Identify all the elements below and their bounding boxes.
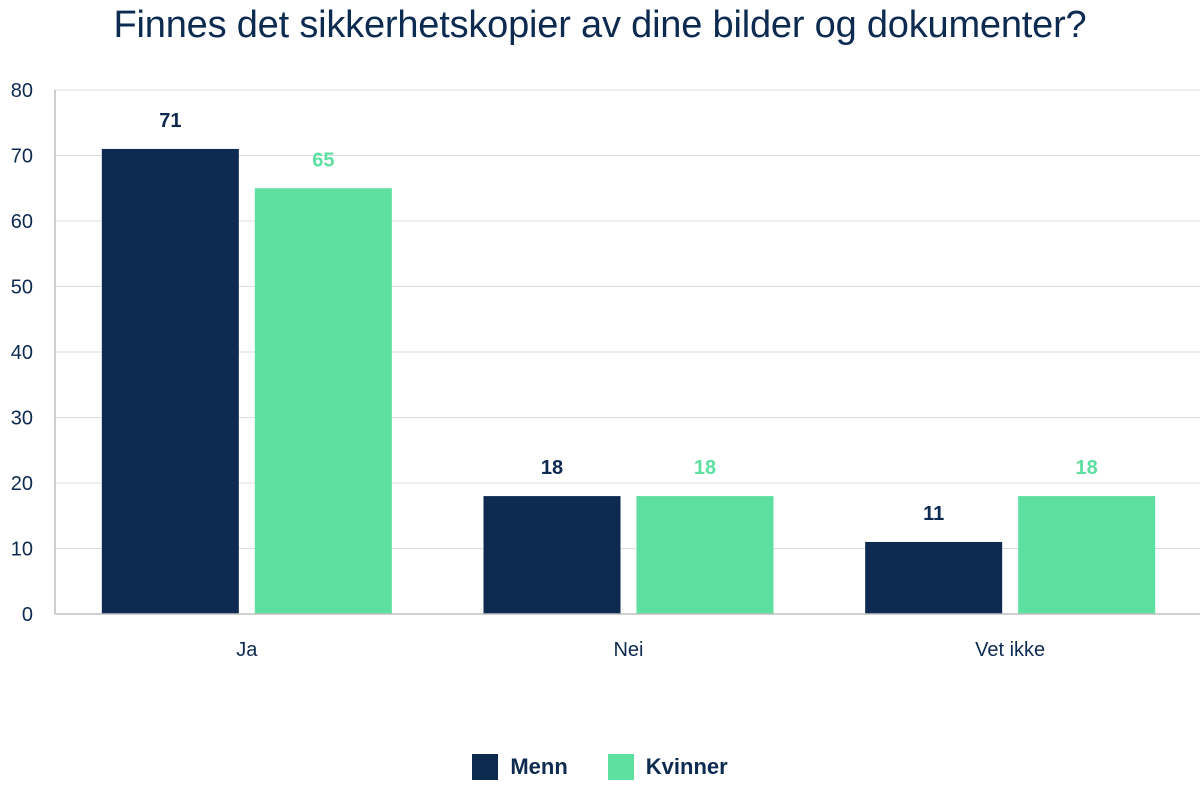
y-tick-label: 50 bbox=[11, 277, 33, 299]
legend: Menn Kvinner bbox=[0, 754, 1200, 780]
bars bbox=[101, 148, 1156, 614]
legend-item-menn: Menn bbox=[472, 754, 568, 780]
bar-menn-vet-ikke bbox=[865, 541, 1003, 614]
x-category-label: Nei bbox=[613, 639, 643, 661]
data-label-kvinner-ja: 65 bbox=[312, 149, 334, 171]
legend-swatch-kvinner bbox=[607, 754, 634, 780]
y-tick-label: 10 bbox=[11, 539, 33, 561]
bar-menn-nei bbox=[483, 496, 621, 614]
data-label-menn-nei: 18 bbox=[541, 457, 563, 479]
y-tick-label: 30 bbox=[11, 408, 33, 430]
data-label-kvinner-vet-ikke: 18 bbox=[1076, 457, 1098, 479]
gridlines bbox=[55, 89, 1200, 549]
chart-title: Finnes det sikkerhetskopier av dine bild… bbox=[113, 4, 1087, 46]
data-labels: 71 65 18 18 11 18 bbox=[159, 110, 1098, 525]
axes: 0 10 20 30 40 50 60 70 80 Ja Nei Vet ikke bbox=[11, 80, 1200, 661]
bar-kvinner-ja bbox=[254, 188, 392, 614]
bar-menn-ja bbox=[101, 148, 239, 614]
x-category-label: Ja bbox=[236, 639, 258, 661]
bar-chart: 71 65 18 18 11 18 0 10 20 30 40 50 60 70 80 Ja Nei Vet i… bbox=[11, 80, 1200, 661]
bar-kvinner-nei bbox=[636, 496, 774, 614]
y-tick-label: 60 bbox=[11, 211, 33, 233]
legend-label-menn: Menn bbox=[510, 754, 568, 779]
data-label-menn-ja: 71 bbox=[159, 110, 181, 132]
x-category-label: Vet ikke bbox=[975, 639, 1045, 661]
y-tick-label: 40 bbox=[11, 342, 33, 364]
bar-kvinner-vet-ikke bbox=[1018, 496, 1156, 614]
legend-label-kvinner: Kvinner bbox=[645, 754, 728, 779]
data-label-kvinner-nei: 18 bbox=[694, 457, 716, 479]
y-tick-label: 70 bbox=[11, 146, 33, 168]
y-tick-label: 80 bbox=[11, 80, 33, 102]
legend-item-kvinner: Kvinner bbox=[607, 754, 728, 780]
y-tick-label: 20 bbox=[11, 473, 33, 495]
legend-swatch-menn bbox=[472, 754, 499, 780]
y-tick-label: 0 bbox=[22, 604, 33, 626]
data-label-menn-vet-ikke: 11 bbox=[923, 503, 944, 525]
